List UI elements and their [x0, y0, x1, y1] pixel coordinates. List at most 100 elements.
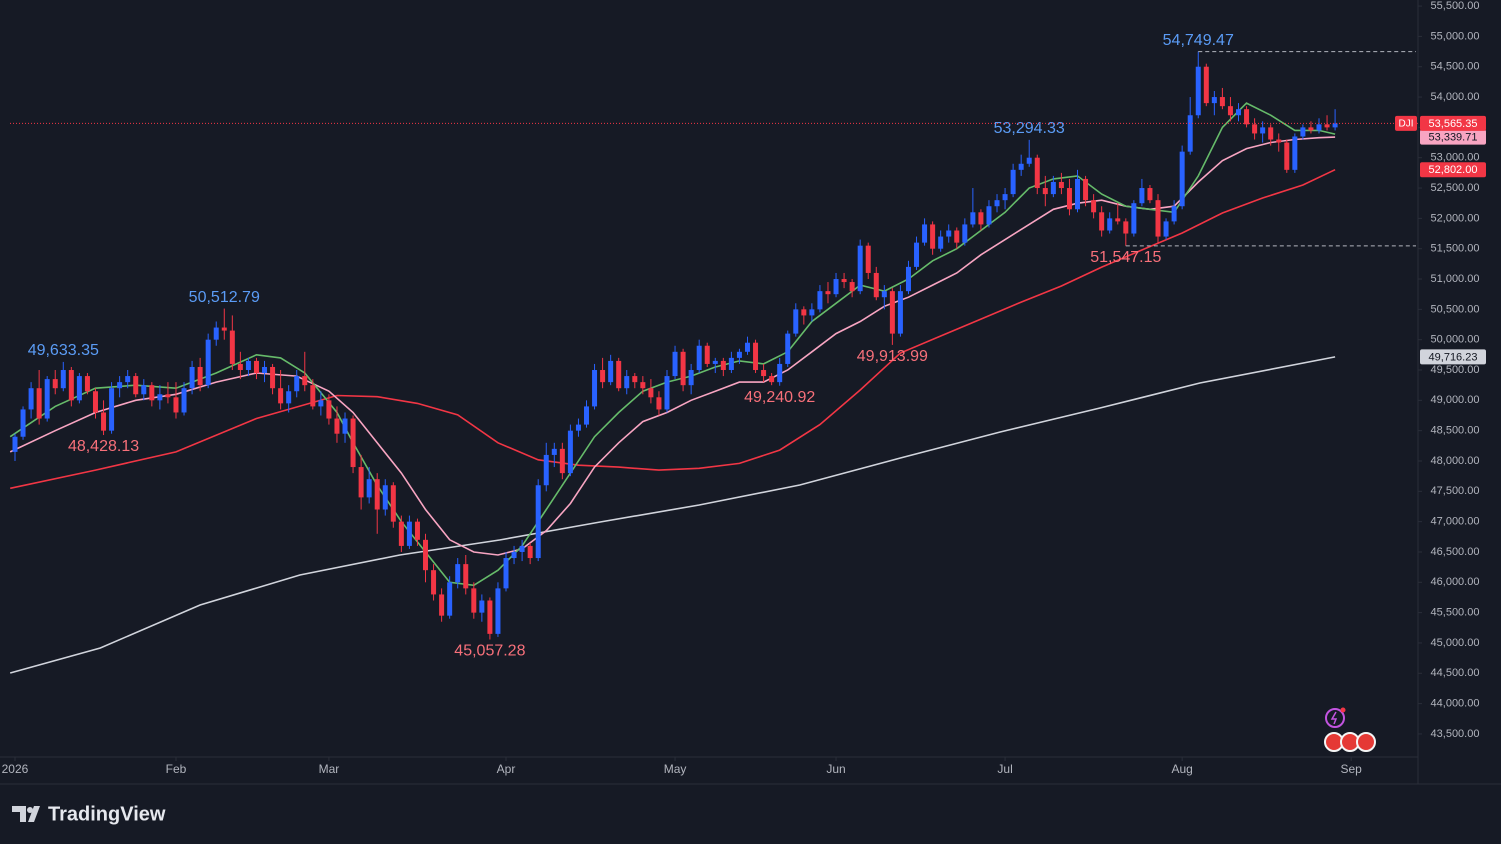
- candle: [294, 370, 300, 398]
- candle: [487, 597, 493, 640]
- candle-body: [753, 342, 759, 371]
- candle: [165, 382, 171, 404]
- candle: [1042, 175, 1048, 207]
- candle-body: [954, 230, 960, 243]
- candle-body: [20, 409, 26, 437]
- candle: [1058, 172, 1064, 195]
- candle: [20, 406, 26, 440]
- candle-body: [1292, 136, 1298, 170]
- candle: [479, 594, 485, 622]
- extreme-label: 50,512.79: [189, 289, 260, 306]
- candle-body: [12, 436, 18, 452]
- candle-body: [374, 479, 380, 510]
- candle: [938, 230, 944, 252]
- candle-body: [133, 376, 139, 395]
- candle: [221, 308, 227, 340]
- candle-body: [1300, 127, 1306, 137]
- candle-body: [624, 376, 630, 389]
- y-tick-label: 52,000.00: [1431, 212, 1480, 224]
- event-icon[interactable]: [1325, 708, 1345, 728]
- candle-body: [1219, 97, 1225, 107]
- candle: [455, 558, 461, 589]
- candle: [575, 418, 581, 437]
- candle-body: [881, 291, 887, 298]
- candle-body: [600, 370, 606, 383]
- candle-body: [1211, 97, 1217, 104]
- candle: [583, 400, 589, 428]
- candle-body: [704, 345, 710, 364]
- candle-body: [1066, 188, 1072, 210]
- y-tick-label: 53,000.00: [1431, 152, 1480, 164]
- candle-body: [1107, 218, 1113, 231]
- candle: [278, 370, 284, 410]
- y-tick-label: 55,000.00: [1431, 30, 1480, 42]
- x-tick-label: May: [664, 762, 687, 776]
- candle: [1179, 145, 1185, 210]
- candle-body: [1163, 221, 1169, 237]
- candle: [213, 321, 219, 346]
- last-price-label-box: [1420, 115, 1486, 131]
- candle: [833, 272, 839, 298]
- candle: [1018, 154, 1024, 176]
- candle-body: [994, 200, 1000, 207]
- candle-body: [229, 330, 235, 364]
- candle-body: [777, 363, 783, 383]
- candle: [439, 588, 445, 622]
- candle-body: [543, 454, 549, 486]
- y-tick-label: 54,000.00: [1431, 91, 1480, 103]
- candle: [648, 379, 654, 404]
- candle-body: [221, 327, 227, 331]
- candle: [1083, 175, 1089, 207]
- candle-body: [101, 412, 107, 431]
- candle: [1050, 175, 1056, 198]
- candle: [310, 379, 316, 410]
- candle-body: [1050, 181, 1056, 195]
- candle: [761, 363, 767, 383]
- candle-body: [761, 370, 767, 377]
- candle: [970, 188, 976, 228]
- candle-body: [793, 309, 799, 334]
- candle-body: [1179, 151, 1185, 207]
- candle: [664, 370, 670, 413]
- candle: [986, 200, 992, 228]
- candle-body: [237, 363, 243, 371]
- candle: [125, 370, 131, 389]
- candle: [229, 315, 235, 371]
- y-tick-label: 48,000.00: [1431, 455, 1480, 467]
- candle: [1147, 185, 1153, 204]
- candle-body: [914, 242, 920, 267]
- candle-body: [439, 594, 445, 616]
- candle: [1292, 133, 1298, 173]
- candle: [173, 382, 179, 419]
- event-icon[interactable]: [1356, 732, 1376, 752]
- candle: [1075, 169, 1081, 213]
- candle: [922, 218, 928, 246]
- candle-body: [28, 388, 34, 410]
- candle-body: [1187, 115, 1193, 152]
- y-tick-label: 46,500.00: [1431, 546, 1480, 558]
- candle-body: [173, 397, 179, 413]
- candle-body: [84, 376, 90, 392]
- candle: [825, 282, 831, 304]
- candle: [358, 454, 364, 510]
- candle: [1324, 115, 1330, 131]
- logo[interactable]: TradingView: [12, 803, 166, 825]
- candle: [535, 479, 541, 562]
- candle: [471, 582, 477, 619]
- y-tick-label: 55,500.00: [1431, 0, 1480, 12]
- candle-body: [970, 212, 976, 225]
- candle-body: [865, 245, 871, 273]
- event-icons[interactable]: [1324, 707, 1376, 752]
- candle: [431, 564, 437, 601]
- y-tick-label: 49,500.00: [1431, 364, 1480, 376]
- candle: [712, 357, 718, 374]
- candle-body: [382, 485, 388, 510]
- symbol-box: [1395, 115, 1417, 131]
- extreme-label: 49,240.92: [744, 389, 815, 406]
- y-tick-label: 47,000.00: [1431, 516, 1480, 528]
- candle: [149, 382, 155, 407]
- last-price-label: 53,565.35: [1429, 118, 1478, 130]
- candle-body: [213, 327, 219, 340]
- candle-body: [841, 279, 847, 283]
- candle-body: [455, 564, 461, 583]
